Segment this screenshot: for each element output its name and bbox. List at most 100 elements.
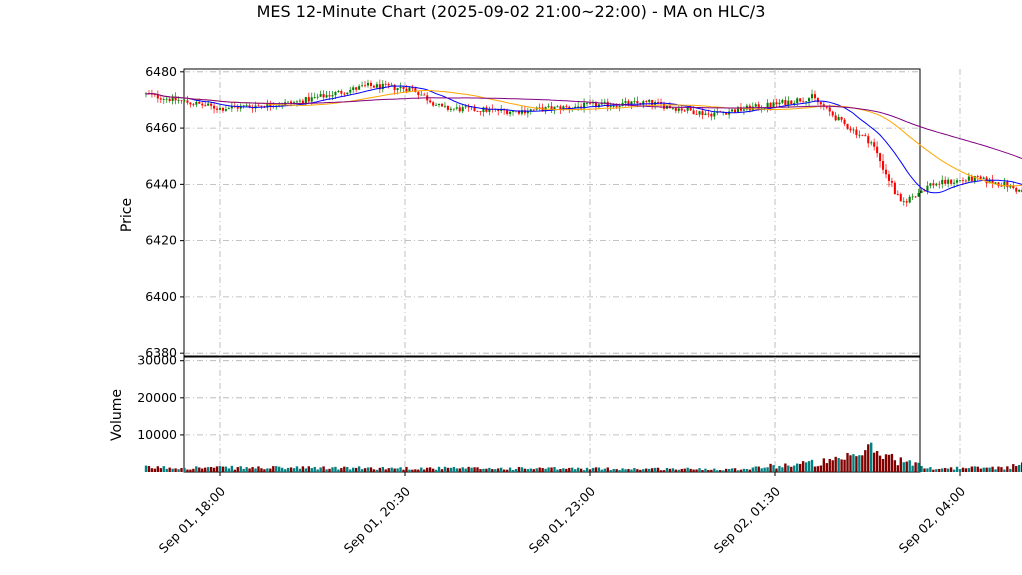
candle-body [517,110,520,114]
candle-body [405,88,408,92]
candle-body [307,97,310,102]
candle-body [808,98,811,102]
volume-bar [665,468,669,472]
candle-body [994,182,997,184]
candle-body [414,88,417,93]
ma-line [145,92,1022,160]
candle-body [195,101,198,105]
volume-bar [482,468,485,472]
candle-body [763,108,766,109]
volume-bar [662,470,666,472]
candle-body [322,94,325,98]
candle-body [366,82,370,86]
candle-body [269,103,272,107]
volume-bar [502,469,506,472]
volume-bar [159,468,162,472]
candle-body [630,101,633,105]
price-axis-label: Price [119,198,135,232]
volume-bar [494,469,497,472]
candle-body [988,179,991,184]
candle-body [588,102,592,104]
candle-body [236,106,239,109]
candle-body [298,100,301,102]
volume-bar [659,470,663,472]
volume-bar [648,468,651,472]
x-tick-label: Sep 01, 23:00 [526,483,598,555]
volume-bar [204,467,207,472]
price-tick-label: 6460 [145,120,177,135]
candle-body [559,106,562,110]
candle-body [455,107,458,109]
candle-body [529,109,532,112]
candle-body [358,86,361,90]
volume-bar [967,468,971,472]
candle-body [361,85,364,87]
volume-bar [150,468,154,472]
candle-body [636,101,639,104]
candle-body [550,106,553,110]
candle-body [594,102,597,108]
volume-bar [887,454,891,472]
candle-body [914,196,917,198]
volume-bar [174,468,177,472]
volume-bar [769,463,772,472]
volume-bar [787,465,790,472]
volume-bar [911,465,914,472]
candle-body [932,183,935,186]
candle-body [947,179,950,184]
candle-body [692,110,695,115]
volume-bar [630,469,633,472]
volume-bar [899,457,902,472]
volume-bar [713,468,716,472]
candle-body [227,108,230,110]
volume-bar [189,469,192,472]
volume-bar [201,468,204,472]
candle-body [266,103,269,108]
candle-body [1000,185,1003,187]
candle-body [873,142,876,147]
volume-bar [147,466,151,472]
volume-bar [295,466,299,472]
volume-bar [443,466,447,472]
price-tick-label: 6400 [145,289,177,304]
candle-body [657,102,660,103]
volume-bar [387,468,390,472]
volume-bar [825,463,828,472]
volume-bar [757,466,760,472]
volume-bar [434,469,438,472]
candle-body [180,100,183,102]
candle-body [372,85,375,88]
volume-bar [822,458,826,472]
volume-bar [618,470,621,472]
chart-title: MES 12-Minute Chart (2025-09-02 21:00~22… [257,2,766,21]
candle-body [310,97,313,102]
candle-body [150,93,153,95]
price-tick-label: 6440 [145,176,177,191]
volume-bar [381,466,384,472]
candle-body [606,101,609,108]
volume-bar [411,469,414,472]
volume-bar [970,466,974,472]
volume-bar [855,456,858,472]
volume-bar [920,465,923,472]
candle-body [899,194,902,202]
ma-line [145,85,1022,194]
candle-body [467,106,470,108]
volume-bar [612,468,615,472]
candle-body [204,105,207,107]
candle-body [174,96,177,101]
volume-bar [733,468,737,472]
volume-bar [831,460,834,472]
candle-body [287,101,290,103]
candle-body [242,105,245,107]
candle-body [313,96,316,98]
volume-bar [852,454,855,472]
volume-bar [254,468,257,472]
candle-body [168,98,171,101]
candle-body [831,111,834,116]
volume-bar [588,469,592,472]
volume-bar [1006,466,1009,472]
price-tick-label: 6480 [145,64,177,79]
candle-body [568,106,571,109]
volume-bar [674,469,678,472]
